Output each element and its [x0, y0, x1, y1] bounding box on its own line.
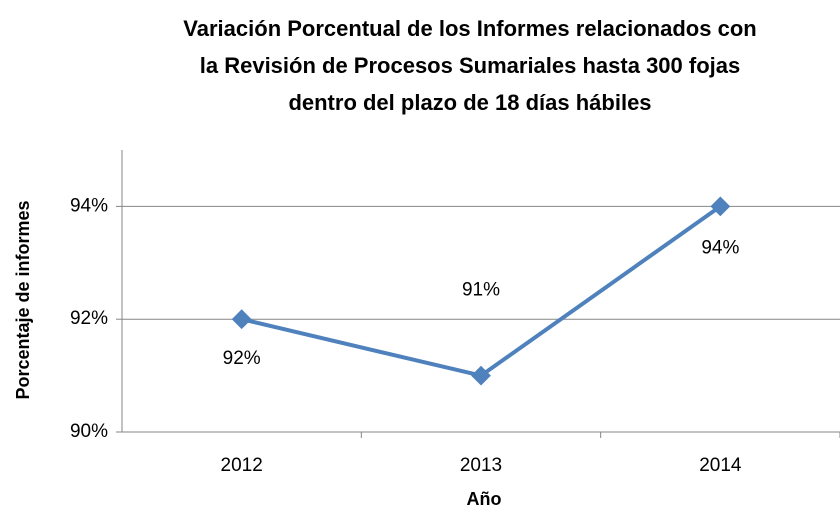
data-label: 94% [701, 237, 739, 258]
data-label: 92% [223, 348, 261, 369]
marker [471, 365, 491, 386]
data-label: 91% [462, 280, 500, 301]
x-tick-label: 2013 [460, 455, 502, 476]
x-tick-label: 2014 [699, 455, 742, 476]
chart-title: dentro del plazo de 18 días hábiles [288, 90, 651, 115]
y-tick-label: 92% [70, 308, 108, 329]
y-tick-label: 90% [70, 421, 108, 442]
y-tick-label: 94% [70, 195, 108, 216]
x-tick-label: 2012 [221, 455, 263, 476]
chart-title: Variación Porcentual de los Informes rel… [183, 16, 756, 41]
y-axis-title: Porcentaje de informes [13, 200, 33, 399]
marker [231, 309, 252, 330]
x-axis-title: Año [467, 489, 502, 509]
chart-title: la Revisión de Procesos Sumariales hasta… [200, 53, 740, 78]
